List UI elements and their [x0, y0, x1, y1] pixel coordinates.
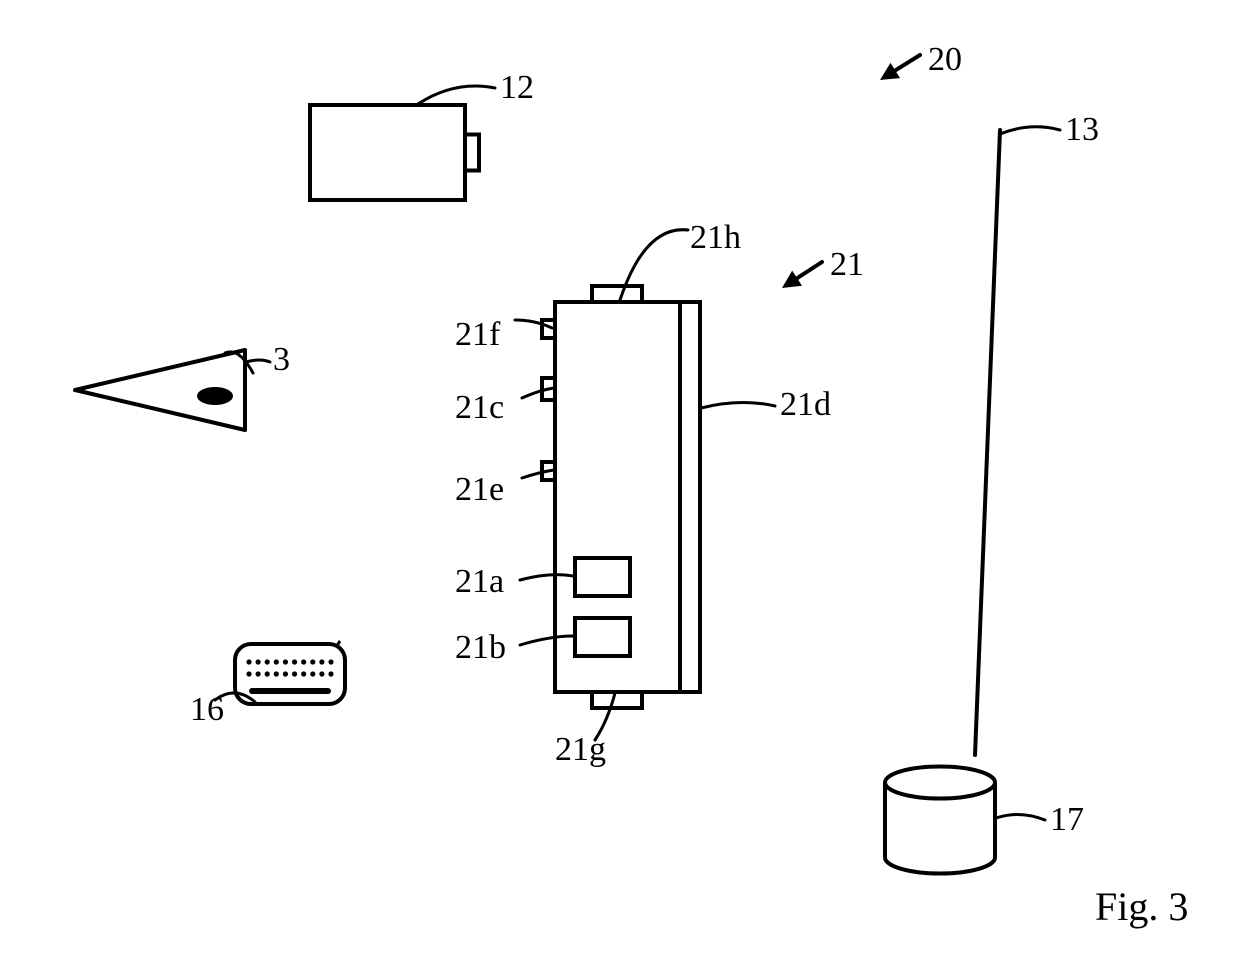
keyboard-dot: [319, 659, 324, 664]
keyboard-dot: [246, 671, 251, 676]
keyboard-dot: [310, 659, 315, 664]
keyboard-dot: [256, 659, 261, 664]
label-21e: 21e: [455, 471, 504, 508]
keyboard-dot: [292, 659, 297, 664]
label-figure: Fig. 3: [1095, 884, 1188, 929]
block-top-notch: [592, 286, 642, 302]
camera-body: [310, 105, 465, 200]
keyboard-dot: [256, 671, 261, 676]
label-17: 17: [1050, 801, 1084, 838]
keyboard-dot: [319, 671, 324, 676]
keyboard-dot: [310, 671, 315, 676]
label-20: 20: [928, 41, 962, 78]
keyboard-dot: [328, 671, 333, 676]
label-13: 13: [1065, 111, 1099, 148]
keyboard-dot: [328, 659, 333, 664]
cylinder-bottom: [885, 858, 995, 874]
keyboard-dot: [265, 671, 270, 676]
keyboard-dot: [283, 659, 288, 664]
keyboard-dot: [265, 659, 270, 664]
label-21f: 21f: [455, 316, 501, 353]
label-21h: 21h: [690, 219, 741, 256]
arrow-21-shaft: [797, 262, 822, 278]
label-16: 16: [190, 691, 224, 728]
keyboard-dot: [283, 671, 288, 676]
camera-lens: [465, 135, 479, 171]
block-bottom-notch: [592, 692, 642, 708]
leader-l21d: [701, 402, 775, 408]
label-21c: 21c: [455, 389, 504, 426]
label-21a: 21a: [455, 563, 504, 600]
label-3: 3: [273, 341, 290, 378]
keyboard-dot: [274, 671, 279, 676]
leader-l3: [246, 360, 270, 362]
keyboard-dot: [274, 659, 279, 664]
leader-l17: [996, 814, 1045, 820]
eye-pupil: [197, 387, 233, 405]
leader-l12: [418, 86, 495, 104]
label-21d: 21d: [780, 386, 831, 423]
label-12: 12: [500, 69, 534, 106]
arrow-20-shaft: [895, 55, 920, 70]
block-side: [680, 302, 700, 692]
keyboard-dot: [246, 659, 251, 664]
keyboard-dot: [301, 659, 306, 664]
keyboard-slot: [249, 688, 331, 694]
label-21g: 21g: [555, 731, 606, 768]
leader-l13: [1000, 127, 1060, 134]
block-inner-2: [575, 618, 630, 656]
figure-3: 20 12 13 3 21 21h 21f 21c 21e 21a 21b 21d 21g 16 17 Fig…: [0, 0, 1240, 954]
keyboard-dot: [301, 671, 306, 676]
cylinder-top: [885, 767, 995, 799]
keyboard-dot: [292, 671, 297, 676]
block-inner-1: [575, 558, 630, 596]
screen-line: [975, 130, 1000, 755]
label-21: 21: [830, 246, 864, 283]
label-21b: 21b: [455, 629, 506, 666]
